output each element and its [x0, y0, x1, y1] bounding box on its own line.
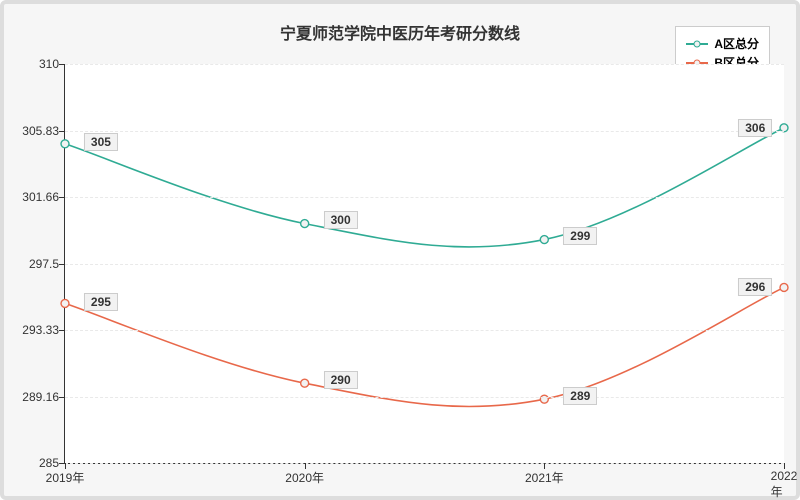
gridline	[65, 131, 784, 132]
data-label: 305	[84, 133, 118, 151]
data-label: 300	[324, 211, 358, 229]
y-tick-mark	[59, 397, 65, 398]
gridline	[65, 64, 784, 65]
legend-marker	[694, 40, 701, 47]
gridline	[65, 397, 784, 398]
data-label: 295	[84, 293, 118, 311]
x-tick-mark	[544, 463, 545, 469]
gridline	[65, 330, 784, 331]
y-tick-mark	[59, 131, 65, 132]
y-tick-mark	[59, 330, 65, 331]
data-marker	[301, 220, 309, 228]
data-marker	[780, 283, 788, 291]
gridline	[65, 264, 784, 265]
plot-area: 285289.16293.33297.5301.66305.833102019年…	[64, 64, 784, 464]
data-marker	[540, 236, 548, 244]
gridline	[65, 463, 784, 464]
data-marker	[61, 299, 69, 307]
data-marker	[61, 140, 69, 148]
data-label: 290	[324, 371, 358, 389]
legend-item: A区总分	[686, 35, 759, 52]
x-tick-mark	[784, 463, 785, 469]
data-label: 299	[563, 227, 597, 245]
y-tick-mark	[59, 64, 65, 65]
x-tick-mark	[65, 463, 66, 469]
data-marker	[301, 379, 309, 387]
y-tick-mark	[59, 264, 65, 265]
y-tick-mark	[59, 197, 65, 198]
legend-swatch	[686, 43, 708, 45]
series-line	[65, 287, 784, 406]
data-label: 306	[738, 119, 772, 137]
chart-container: 宁夏师范学院中医历年考研分数线 A区总分B区总分 285289.16293.33…	[0, 0, 800, 500]
legend-label: A区总分	[714, 35, 759, 52]
data-label: 289	[563, 387, 597, 405]
data-label: 296	[738, 278, 772, 296]
x-tick-mark	[305, 463, 306, 469]
series-line	[65, 128, 784, 247]
gridline	[65, 197, 784, 198]
